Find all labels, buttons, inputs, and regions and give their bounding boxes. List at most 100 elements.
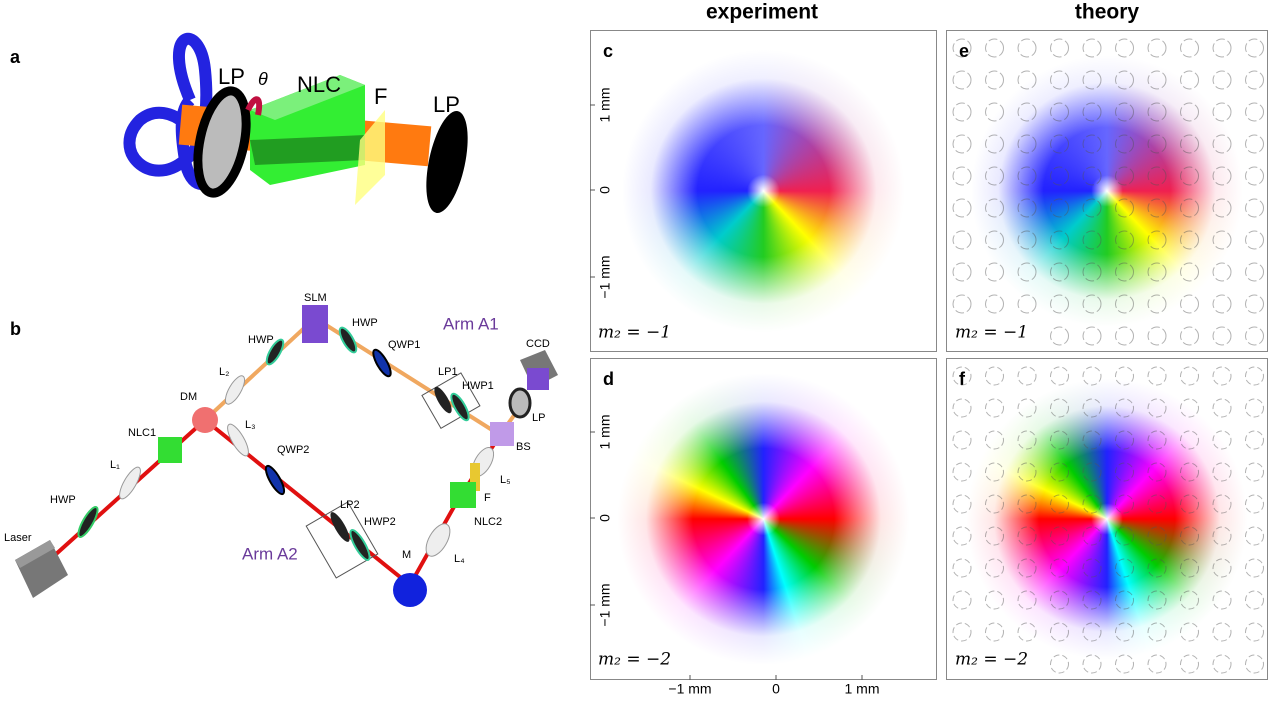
panel-label: d: [603, 369, 614, 389]
polarization-glyph: [1180, 198, 1199, 218]
polarization-glyph: [1212, 38, 1232, 58]
polarization-glyph: [1115, 166, 1134, 186]
annotation: m₂ = −2: [955, 650, 1028, 670]
x-tick-label: 0: [772, 681, 780, 697]
polarization-glyph: [1245, 366, 1264, 386]
x-tick-label: −1 mm: [668, 681, 711, 697]
polarization-glyph: [1050, 590, 1069, 610]
polarization-glyph: [1115, 366, 1134, 386]
polarization-glyph: [1180, 326, 1199, 346]
arm-label: Arm A2: [242, 544, 298, 563]
label: SLM: [304, 292, 327, 304]
polarization-glyph: [1212, 70, 1232, 90]
polarization-glyph: [952, 622, 972, 642]
x-tick-label: 1 mm: [845, 681, 880, 697]
polarization-glyph: [985, 526, 1004, 546]
polarization-glyph: [1147, 590, 1167, 610]
polarization-glyph: [1245, 230, 1264, 250]
polarization-glyph: [1147, 622, 1167, 642]
polarization-glyph: [1017, 70, 1037, 90]
y-tick-label: 0: [597, 514, 613, 522]
polarization-glyph: [1082, 462, 1102, 482]
polarization-glyph: [1212, 654, 1232, 674]
polarization-glyph: [1115, 70, 1134, 90]
polarization-glyph: [1082, 326, 1102, 346]
polarization-glyph: [1115, 230, 1134, 250]
polarization-glyph: [1212, 622, 1232, 642]
polarization-glyph: [985, 102, 1004, 122]
polarization-glyph: [1115, 262, 1134, 282]
polarization-glyph: [1082, 102, 1102, 122]
polarization-glyph: [1212, 494, 1232, 514]
polarization-glyph: [1017, 558, 1037, 578]
label: LP: [218, 64, 245, 89]
polarization-glyph: [985, 38, 1004, 58]
label: HWP2: [364, 516, 396, 528]
label: θ: [258, 69, 268, 89]
polarization-glyph: [1245, 198, 1264, 218]
polarization-glyph: [1147, 430, 1167, 450]
polarization-glyph: [1115, 558, 1134, 578]
polarization-glyph: [1245, 262, 1264, 282]
label: F: [374, 84, 387, 109]
polarization-glyph: [1050, 494, 1069, 514]
polarization-glyph: [1147, 526, 1167, 546]
polarization-glyph: [1050, 366, 1069, 386]
polarization-glyph: [1115, 38, 1134, 58]
polarization-glyph: [1115, 326, 1134, 346]
polarization-glyph: [1147, 70, 1167, 90]
polarization-glyph: [1212, 558, 1232, 578]
polarization-glyph: [1050, 398, 1069, 418]
y-tick-label: 0: [597, 186, 613, 194]
polarization-glyph: [1212, 326, 1232, 346]
polarization-glyph: [1212, 462, 1232, 482]
polarization-glyph: [1147, 558, 1167, 578]
theory-m1: [946, 30, 1268, 352]
polarization-glyph: [1050, 326, 1069, 346]
polarization-glyph: [1212, 262, 1232, 282]
polarization-glyph: [1245, 462, 1264, 482]
polarization-glyph: [1017, 166, 1037, 186]
label: NLC2: [474, 516, 502, 528]
label: L₄: [454, 553, 465, 565]
polarization-glyph: [1147, 198, 1167, 218]
label: LP: [433, 92, 460, 117]
polarization-glyph: [1115, 622, 1134, 642]
polarization-glyph: [1050, 38, 1069, 58]
label: NLC: [297, 72, 341, 97]
panel-b-drawing: [15, 305, 558, 607]
polarization-glyph: [1245, 558, 1264, 578]
polarization-glyph: [1082, 70, 1102, 90]
label: HWP: [248, 334, 274, 346]
polarization-glyph: [985, 622, 1004, 642]
polarization-glyph: [952, 526, 972, 546]
polarization-glyph: [1050, 134, 1069, 154]
polarization-glyph: [952, 294, 972, 314]
polarization-glyph: [1017, 526, 1037, 546]
polarization-glyph: [1050, 462, 1069, 482]
polarization-glyph: [1017, 590, 1037, 610]
polarization-glyph: [1147, 38, 1167, 58]
polarization-glyph: [1212, 198, 1232, 218]
polarization-glyph: [1180, 622, 1199, 642]
polarization-glyph: [952, 230, 972, 250]
polarization-glyph: [1180, 494, 1199, 514]
polarization-glyph: [952, 558, 972, 578]
experiment-m2: [590, 358, 937, 680]
polarization-glyph: [1147, 462, 1167, 482]
polarization-glyph: [1050, 166, 1069, 186]
polarization-glyph: [1082, 262, 1102, 282]
polarization-glyph: [952, 366, 972, 386]
annotation: m₂ = −2: [598, 650, 671, 670]
polarization-glyph: [1050, 430, 1069, 450]
polarization-glyph: [1082, 494, 1102, 514]
polarization-glyph: [1147, 102, 1167, 122]
polarization-glyph: [1050, 70, 1069, 90]
polarization-glyph: [1017, 102, 1037, 122]
polarization-glyph: [1017, 366, 1037, 386]
polarization-glyph: [1212, 102, 1232, 122]
polarization-glyph: [1115, 102, 1134, 122]
polarization-glyph: [1082, 590, 1102, 610]
